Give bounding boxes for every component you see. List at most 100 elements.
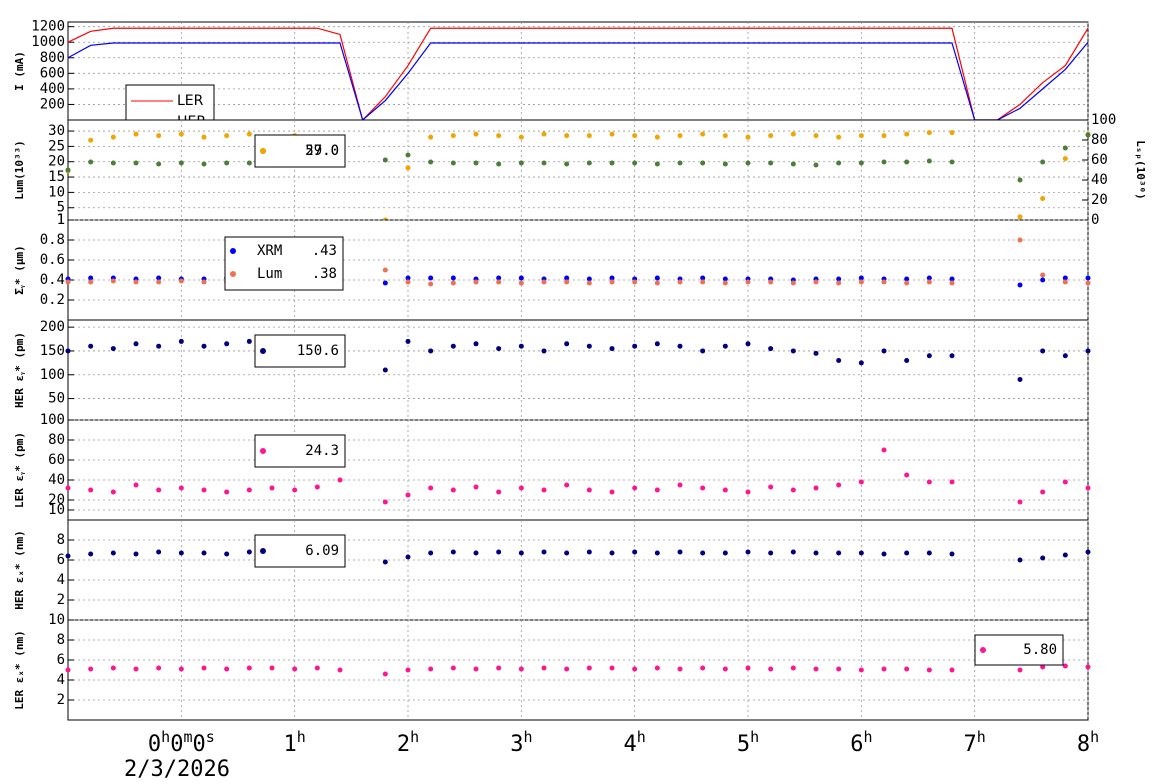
data-point (337, 477, 343, 483)
readout-dot (260, 448, 266, 454)
data-point (632, 279, 638, 285)
data-point (768, 133, 774, 139)
data-point (586, 487, 592, 493)
y-tick-label: 20 (48, 492, 65, 508)
data-point (1062, 479, 1068, 485)
tick-label-part: h (637, 728, 646, 746)
data-point (450, 343, 456, 349)
data-point (586, 280, 592, 286)
data-point (224, 160, 230, 166)
data-point (858, 279, 864, 285)
x-tick-label: 5h (737, 728, 759, 758)
data-point (586, 665, 592, 671)
data-point (473, 160, 479, 166)
data-point (836, 357, 842, 363)
tick-label-part: 4 (624, 732, 637, 757)
readout-dot (260, 148, 266, 154)
data-point (904, 159, 910, 165)
y-tick-label: 30 (48, 123, 65, 139)
data-point (246, 549, 252, 555)
data-point (496, 665, 502, 671)
data-point (1040, 664, 1046, 670)
readout-box (254, 134, 346, 168)
data-point (722, 550, 728, 556)
y2-tick-label: 40 (1091, 172, 1108, 188)
data-point (609, 279, 615, 285)
data-point (292, 487, 298, 493)
data-point (632, 133, 638, 139)
data-point (65, 167, 71, 173)
tick-label-part: h (161, 728, 170, 746)
data-point (768, 484, 774, 490)
data-point (65, 553, 71, 559)
data-point (926, 667, 932, 673)
data-point (224, 666, 230, 672)
data-point (836, 280, 842, 286)
tick-label-part: h (1090, 728, 1099, 746)
data-point (314, 665, 320, 671)
data-point (65, 279, 71, 285)
y-tick-label: 2 (57, 592, 65, 608)
data-point (745, 665, 751, 671)
x-tick-label: 3h (510, 728, 532, 758)
data-point (405, 275, 411, 281)
data-point (133, 482, 139, 488)
y-tick-label: 400 (40, 81, 65, 97)
data-point (518, 666, 524, 672)
data-point (337, 667, 343, 673)
panel-frame (67, 519, 1089, 621)
y-tick-label: 600 (40, 65, 65, 81)
readout-box (254, 334, 346, 368)
data-point (382, 367, 388, 373)
data-point (269, 665, 275, 671)
data-point (904, 550, 910, 556)
y-tick-label: 0.2 (40, 292, 65, 308)
data-point (201, 487, 207, 493)
data-point (745, 489, 751, 495)
tick-label-part: 8 (1077, 732, 1090, 757)
data-point (700, 131, 706, 137)
data-point (949, 130, 955, 136)
y-tick-label: 20 (48, 154, 65, 170)
data-point (450, 487, 456, 493)
y-axis-label: LER εᵧ* (pm) (13, 432, 26, 508)
y-tick-label: 10 (48, 502, 65, 518)
data-point (246, 160, 252, 166)
data-point (450, 133, 456, 139)
data-point (88, 275, 94, 281)
data-point (382, 671, 388, 677)
data-point (836, 160, 842, 166)
data-point (632, 160, 638, 166)
y-tick-label: 150 (40, 343, 65, 359)
tick-label-part: s (206, 728, 215, 746)
data-point (88, 666, 94, 672)
data-point (156, 275, 162, 281)
tick-label-part: h (750, 728, 759, 746)
tick-label-part: h (410, 728, 419, 746)
data-point (858, 550, 864, 556)
data-point (926, 479, 932, 485)
data-point (1040, 272, 1046, 278)
readout-value: 6.09 (305, 543, 339, 559)
y-axis-label: HER εᵧ* (pm) (13, 332, 26, 408)
data-point (1017, 557, 1023, 563)
data-point (405, 165, 411, 171)
data-point (178, 485, 184, 491)
data-point (1017, 499, 1023, 505)
data-point (858, 667, 864, 673)
data-point (609, 346, 615, 352)
data-point (1017, 667, 1023, 673)
readout-value: .43 (312, 243, 337, 259)
data-point (1062, 156, 1068, 162)
data-point (178, 131, 184, 137)
data-point (904, 131, 910, 137)
y-tick-label: 10 (48, 184, 65, 200)
data-point (541, 665, 547, 671)
data-point (926, 158, 932, 164)
y-axis-label: HER εₓ* (nm) (13, 530, 26, 609)
data-point (858, 360, 864, 366)
data-point (518, 550, 524, 556)
data-point (428, 666, 434, 672)
data-point (110, 160, 116, 166)
legend-label: XRM (257, 243, 282, 259)
